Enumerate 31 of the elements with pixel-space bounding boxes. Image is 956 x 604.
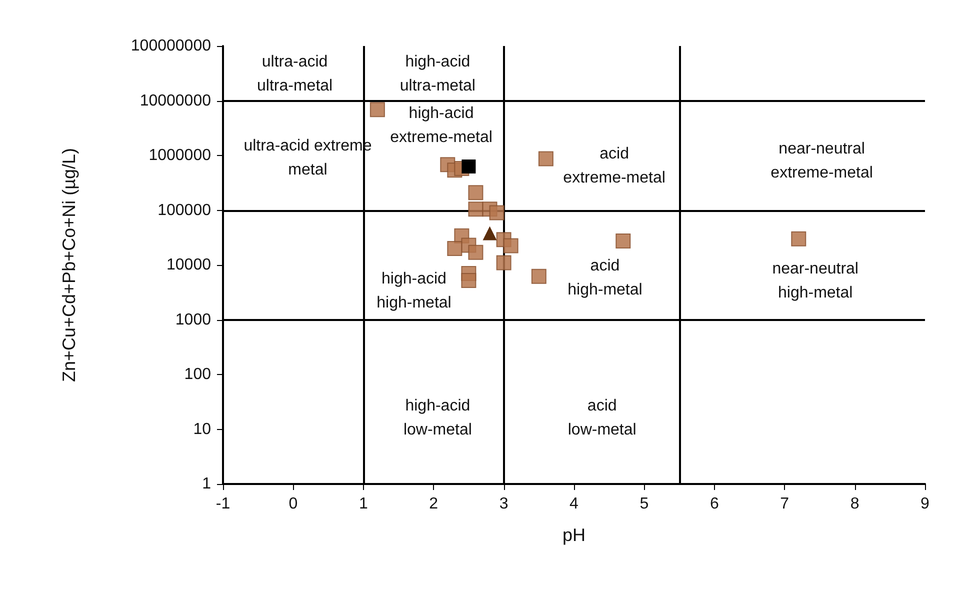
y-tick-label: 1 (202, 476, 212, 492)
y-tick-label: 100000000 (130, 38, 212, 54)
y-tick-label: 100 (184, 366, 212, 383)
annotation: high-acid low-metal (403, 397, 472, 438)
x-tick-label: 5 (640, 496, 649, 512)
x-tick-label: 9 (920, 496, 930, 512)
y-tick-label: 10 (193, 420, 212, 438)
y-tick-label: 1000000 (148, 147, 212, 164)
y-tick-label: 100000 (158, 202, 212, 219)
annotation: near-neutral extreme-metal (770, 140, 873, 182)
x-tick-label: 2 (429, 496, 438, 512)
annotation: near-neutral high-metal (772, 260, 858, 302)
annotation: acid high-metal (568, 257, 642, 298)
annotation: acid low-metal (568, 397, 636, 438)
x-tick-label: 7 (780, 496, 790, 512)
y-tick-label: 10000000 (140, 92, 212, 110)
annotation: high-acid high-metal (376, 270, 452, 312)
x-tick-label: 3 (499, 496, 508, 512)
x-tick-label: 0 (288, 496, 298, 512)
annotation: acid extreme-metal (563, 145, 666, 186)
x-tick-label: 8 (850, 496, 860, 512)
y-tick-label: 10000 (166, 256, 212, 274)
y-axis-title: Zn+Cu+Cd+Pb+Co+Ni (µg/L) (59, 148, 79, 382)
y-tick-label: 1000 (175, 311, 212, 328)
x-tick-label: 6 (710, 496, 719, 512)
x-tick-label: -1 (216, 496, 230, 512)
x-tick-label: 1 (358, 496, 368, 512)
x-tick-label: 4 (570, 496, 579, 512)
annotation: high-acid extreme-metal (390, 104, 492, 146)
x-axis-title: pH (562, 525, 586, 545)
annotation: ultra-acid ultra-metal (257, 54, 333, 95)
